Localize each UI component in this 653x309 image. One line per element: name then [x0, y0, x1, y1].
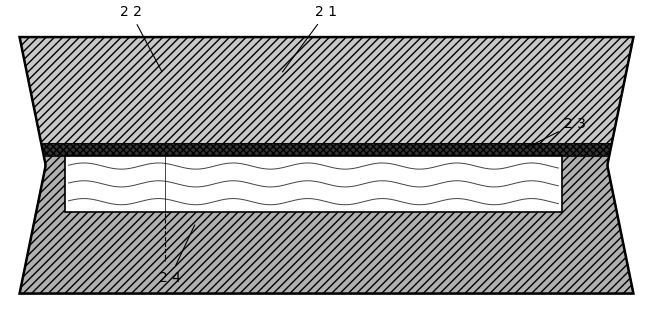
Text: 2 1: 2 1 — [283, 5, 338, 72]
Text: 2 3: 2 3 — [525, 116, 586, 149]
Polygon shape — [41, 144, 612, 156]
Polygon shape — [20, 37, 633, 144]
Bar — [65, 156, 562, 212]
Text: 2 4: 2 4 — [159, 225, 195, 285]
Text: 2 2: 2 2 — [119, 5, 162, 72]
Polygon shape — [20, 156, 633, 294]
